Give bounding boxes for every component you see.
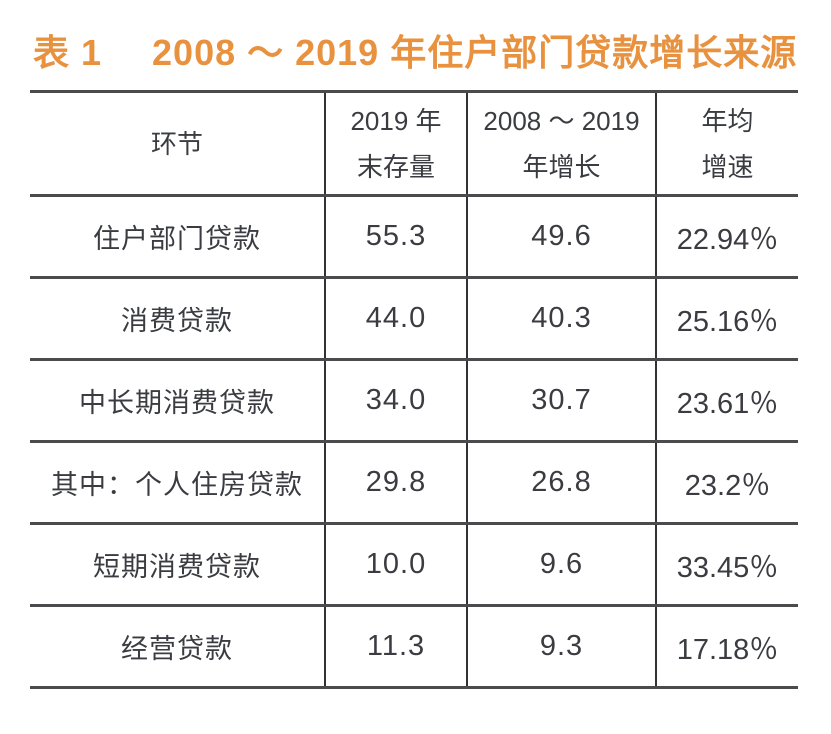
header-label-line2: 年增长: [522, 151, 601, 182]
cell-stock: 55.3: [324, 195, 467, 279]
table-caption: 表 1 2008 ～ 2019 年住户部门贷款增长来源: [33, 24, 797, 76]
cell-cagr: 17.18％: [655, 605, 798, 689]
cell-growth: 9.6: [466, 523, 656, 607]
cell-growth: 30.7: [466, 359, 656, 443]
cell-growth: 26.8: [466, 441, 656, 525]
table-row: 消费贷款 44.0 40.3 25.16％: [30, 277, 798, 361]
table-row: 其中：个人住房贷款 29.8 26.8 23.2％: [30, 441, 798, 525]
cell-stock: 10.0: [324, 523, 467, 607]
header-cell-stock-2019: 2019 年 末存量: [324, 91, 467, 197]
row-label: 住户部门贷款: [30, 195, 325, 279]
header-label-line2: 末存量: [356, 151, 435, 182]
header-cell-growth: 2008 ～ 2019 年增长: [466, 91, 656, 197]
cell-stock: 44.0: [324, 277, 467, 361]
header-label-line1: 2008 ～ 2019: [483, 105, 640, 136]
loan-growth-table: 环节 2019 年 末存量 2008 ～ 2019 年增长 年均 增速 住户部门…: [30, 90, 798, 689]
header-label-line1: 2019 年: [350, 105, 442, 136]
row-label: 短期消费贷款: [30, 523, 325, 607]
row-label: 中长期消费贷款: [30, 359, 325, 443]
table-number: 表 1: [33, 32, 103, 73]
header-cell-category: 环节: [30, 91, 325, 197]
cell-cagr: 25.16％: [655, 277, 798, 361]
header-label-line1: 年均: [701, 105, 754, 136]
row-label: 经营贷款: [30, 605, 325, 689]
table-row: 经营贷款 11.3 9.3 17.18％: [30, 605, 798, 689]
header-row: 环节 2019 年 末存量 2008 ～ 2019 年增长 年均 增速: [30, 91, 798, 197]
row-label: 消费贷款: [30, 277, 325, 361]
cell-growth: 9.3: [466, 605, 656, 689]
table-row: 中长期消费贷款 34.0 30.7 23.61％: [30, 359, 798, 443]
cell-stock: 29.8: [324, 441, 467, 525]
cell-cagr: 33.45％: [655, 523, 798, 607]
cell-growth: 49.6: [466, 195, 656, 279]
cell-cagr: 22.94％: [655, 195, 798, 279]
header-label: 环节: [150, 128, 203, 159]
cell-cagr: 23.2％: [655, 441, 798, 525]
cell-stock: 11.3: [324, 605, 467, 689]
cell-growth: 40.3: [466, 277, 656, 361]
table-row: 短期消费贷款 10.0 9.6 33.45％: [30, 523, 798, 607]
header-cell-cagr: 年均 增速: [655, 91, 798, 197]
header-label-line2: 增速: [701, 151, 754, 182]
row-label: 其中：个人住房贷款: [30, 441, 325, 525]
table-row: 住户部门贷款 55.3 49.6 22.94％: [30, 195, 798, 279]
cell-cagr: 23.61％: [655, 359, 798, 443]
table-title: 2008 ～ 2019 年住户部门贷款增长来源: [152, 32, 798, 73]
cell-stock: 34.0: [324, 359, 467, 443]
